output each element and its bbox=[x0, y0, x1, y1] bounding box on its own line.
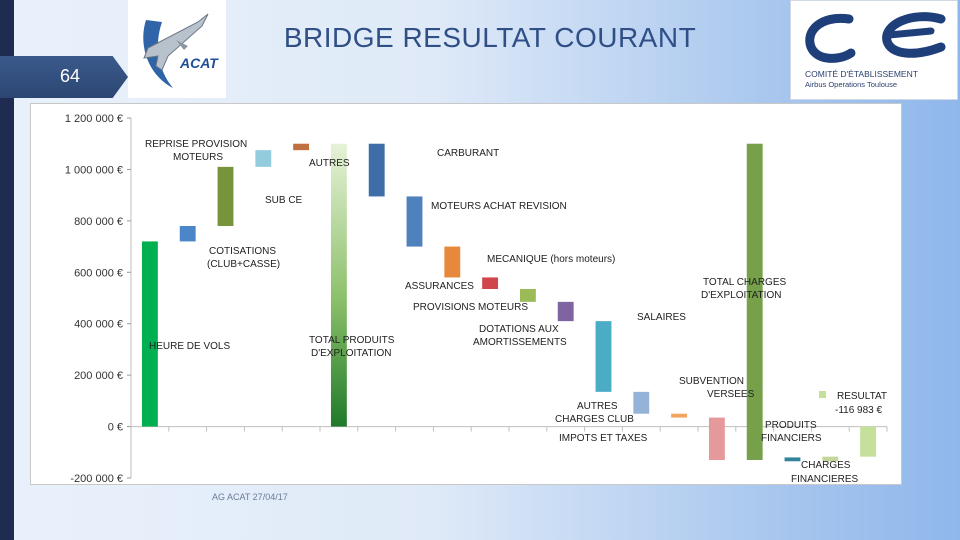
annotation-label: CHARGES bbox=[801, 460, 851, 471]
annotation-label: PRODUITS bbox=[765, 420, 817, 431]
waterfall-chart: -200 000 € 0 € 200 000 € 400 000 € 600 000 €… bbox=[65, 113, 888, 485]
annotation-label: (CLUB+CASSE) bbox=[207, 259, 280, 270]
legend-swatch bbox=[819, 391, 826, 398]
annotation-label: D'EXPLOITATION bbox=[701, 290, 781, 301]
annotation-label: MECANIQUE (hors moteurs) bbox=[487, 254, 615, 265]
y-tick-label: -200 000 € bbox=[70, 473, 123, 484]
slide-title: BRIDGE RESULTAT COURANT bbox=[283, 22, 697, 53]
waterfall-bar bbox=[482, 277, 499, 289]
waterfall-bar bbox=[671, 413, 688, 418]
waterfall-bar bbox=[746, 143, 763, 460]
waterfall-bar bbox=[330, 143, 347, 427]
left-accent-band bbox=[0, 0, 14, 540]
annotation-label: AMORTISSEMENTS bbox=[473, 337, 567, 348]
annotation-label: PROVISIONS MOTEURS bbox=[413, 302, 528, 313]
y-tick-label: 400 000 € bbox=[74, 319, 123, 331]
slide-number: 64 bbox=[60, 66, 81, 86]
ce-logo-mark-icon: COMITÉ D'ÉTABLISSEMENT Airbus Operations… bbox=[805, 12, 946, 89]
waterfall-bar bbox=[519, 289, 536, 302]
ce-logo: COMITÉ D'ÉTABLISSEMENT Airbus Operations… bbox=[790, 0, 958, 100]
annotation-label: REPRISE PROVISION bbox=[145, 139, 247, 150]
waterfall-bar bbox=[860, 426, 877, 457]
annotation-label: CHARGES CLUB bbox=[555, 414, 634, 425]
annotation-label: COTISATIONS bbox=[209, 246, 276, 257]
legend-value: -116 983 € bbox=[835, 405, 883, 416]
annotation-label: TOTAL PRODUITS bbox=[309, 335, 395, 346]
annotation-label: SALAIRES bbox=[637, 312, 686, 323]
annotation-label: IMPOTS ET TAXES bbox=[559, 433, 648, 444]
annotation-label: AUTRES bbox=[309, 158, 350, 169]
y-tick-label: 800 000 € bbox=[74, 216, 123, 228]
waterfall-bar bbox=[406, 196, 423, 247]
annotation-label: SUBVENTION bbox=[679, 376, 744, 387]
annotation-label: HEURE DE VOLS bbox=[149, 341, 230, 352]
acat-logo: ACAT bbox=[128, 0, 226, 98]
waterfall-bar bbox=[141, 241, 158, 427]
slide-footer: AG ACAT 27/04/17 bbox=[212, 492, 288, 502]
annotation-label: FINANCIERS bbox=[761, 433, 822, 444]
y-tick-label: 0 € bbox=[108, 422, 123, 434]
ce-logo-line2: Airbus Operations Toulouse bbox=[805, 80, 897, 89]
waterfall-bar bbox=[822, 456, 839, 462]
waterfall-bar bbox=[633, 391, 650, 414]
annotation-label: MOTEURS ACHAT REVISION bbox=[431, 201, 567, 212]
annotation-label: D'EXPLOITATION bbox=[311, 348, 391, 359]
annotation-label: DOTATIONS AUX bbox=[479, 324, 559, 335]
chart-frame: -200 000 € 0 € 200 000 € 400 000 € 600 000 €… bbox=[30, 103, 902, 485]
annotation-label: MOTEURS bbox=[173, 152, 223, 163]
waterfall-bar bbox=[368, 143, 385, 197]
acat-logo-text: ACAT bbox=[179, 55, 219, 71]
acat-plane-icon: ACAT bbox=[143, 13, 219, 88]
ce-logo-line1: COMITÉ D'ÉTABLISSEMENT bbox=[805, 69, 918, 79]
y-tick-label: 600 000 € bbox=[74, 267, 123, 279]
waterfall-bar bbox=[784, 457, 801, 462]
annotation-label: VERSEES bbox=[707, 389, 755, 400]
annotation-label: ASSURANCES bbox=[405, 281, 474, 292]
y-tick-label: 1 200 000 € bbox=[65, 113, 123, 125]
waterfall-bar bbox=[557, 301, 574, 322]
annotation-label: SUB CE bbox=[265, 195, 303, 206]
annotation-label: CARBURANT bbox=[437, 148, 499, 159]
waterfall-bar bbox=[708, 417, 725, 460]
waterfall-bar bbox=[217, 166, 234, 226]
y-tick-label: 1 000 000 € bbox=[65, 164, 123, 176]
waterfall-bar bbox=[444, 246, 461, 278]
slide-number-tab bbox=[0, 56, 128, 98]
waterfall-bar bbox=[179, 226, 196, 242]
waterfall-bar bbox=[255, 150, 272, 167]
annotation-label: AUTRES bbox=[577, 401, 618, 412]
annotation-label: FINANCIERES bbox=[791, 474, 859, 484]
legend-label: RESULTAT bbox=[837, 391, 887, 402]
annotation-label: TOTAL CHARGES bbox=[703, 277, 786, 288]
waterfall-bar bbox=[595, 321, 612, 392]
y-tick-label: 200 000 € bbox=[74, 370, 123, 382]
waterfall-bar bbox=[293, 143, 310, 151]
